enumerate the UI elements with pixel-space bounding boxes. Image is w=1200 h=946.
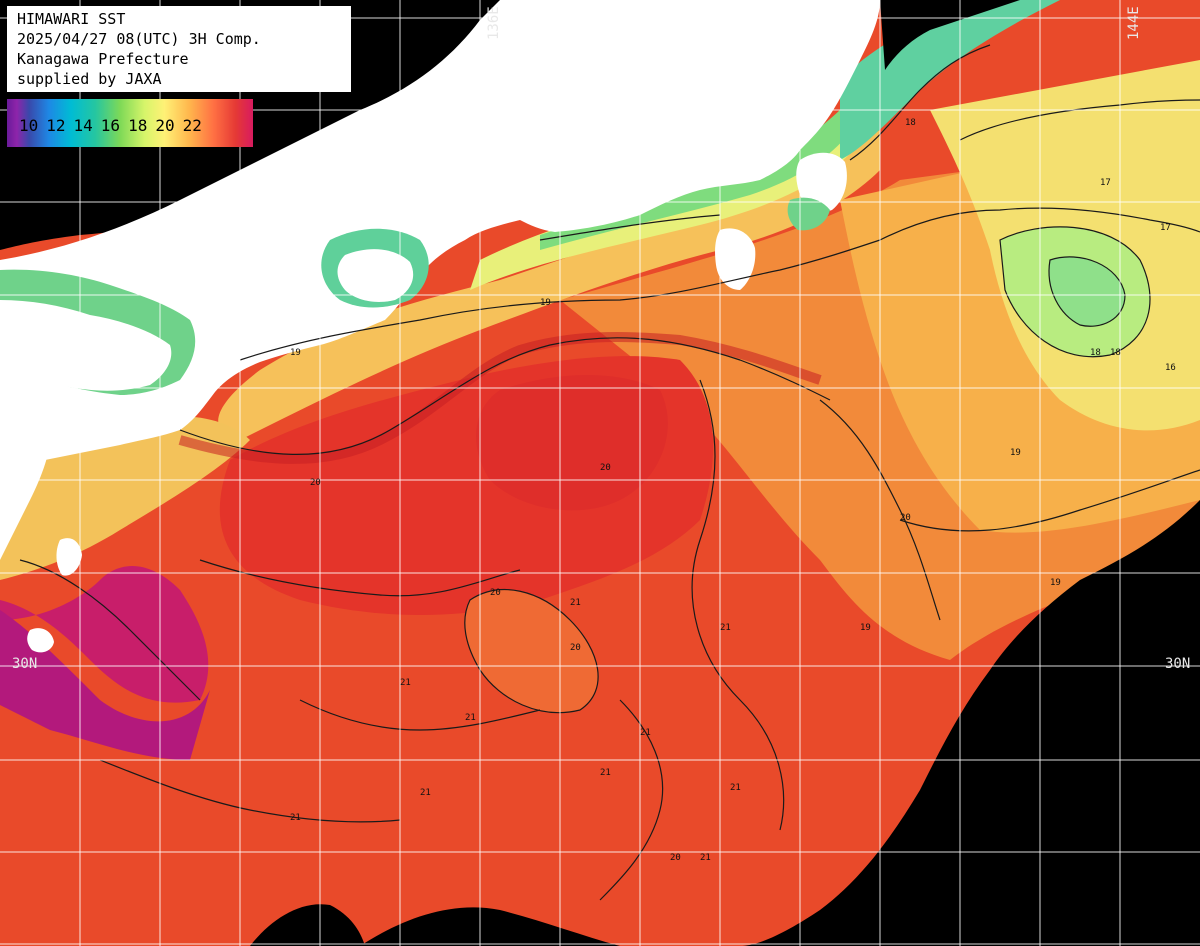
ocean-cool-eddy-core <box>1049 256 1125 327</box>
color-scale-labels: 10 12 14 16 18 20 22 <box>19 116 210 135</box>
contour-label: 21 <box>600 768 611 778</box>
contour-labels: 18 19 19 19 20 20 20 21 21 21 17 17 16 1… <box>290 118 1176 863</box>
contour-label: 19 <box>1050 578 1061 588</box>
region-name: Kanagawa Prefecture <box>17 50 189 68</box>
color-scale-legend <box>7 99 253 147</box>
contour-label: 17 <box>1100 178 1111 188</box>
land-honshu <box>0 0 880 462</box>
lon-label-136e: 136E <box>486 6 502 40</box>
contour-label: 18 <box>905 118 916 128</box>
legend-label: 18 <box>128 116 148 135</box>
contour-label: 21 <box>570 598 581 608</box>
contour-label: 16 <box>1165 363 1176 373</box>
legend-label: 20 <box>155 116 175 135</box>
ocean-west-purple <box>0 566 209 703</box>
ocean-west-magenta <box>0 610 210 760</box>
land-boso <box>796 152 847 212</box>
nodata-south-2 <box>250 904 365 946</box>
graticule-labels: 136E 144E 30N 30N <box>12 6 1190 672</box>
legend-label: 16 <box>100 116 121 135</box>
legend-label: 12 <box>46 116 66 135</box>
contour-label: 21 <box>400 678 411 688</box>
timestamp: 2025/04/27 08(UTC) 3H Comp. <box>17 30 261 48</box>
contour-label: 20 <box>670 853 681 863</box>
contour-label: 20 <box>900 513 911 523</box>
land-shikoku <box>0 300 172 391</box>
contour-label: 20 <box>310 478 321 488</box>
lat-label-30n-east: 30N <box>1165 656 1190 672</box>
contour-label: 19 <box>290 348 301 358</box>
ocean-red-core-2 <box>476 375 668 511</box>
data-source: supplied by JAXA <box>17 70 162 88</box>
ocean-north-coast-yellow <box>470 100 870 290</box>
contour-label: 18 <box>1110 348 1121 358</box>
info-box: HIMAWARI SST 2025/04/27 08(UTC) 3H Comp.… <box>7 6 351 92</box>
contour-label: 19 <box>860 623 871 633</box>
contour-label: 20 <box>600 463 611 473</box>
land-kyushu-islet <box>56 538 82 576</box>
contour-label: 19 <box>1010 448 1021 458</box>
contour-label: 18 <box>1090 348 1101 358</box>
legend-label: 22 <box>182 116 202 135</box>
contour-label: 20 <box>570 643 581 653</box>
coast-boso-green <box>787 197 830 231</box>
lat-label-30n-west: 30N <box>12 656 37 672</box>
contour-label: 20 <box>490 588 501 598</box>
land-kyushu <box>0 398 52 560</box>
lon-label-144e: 144E <box>1126 6 1142 40</box>
land-yakushima <box>27 628 54 653</box>
contour-label: 21 <box>420 788 431 798</box>
nodata-south <box>360 907 620 946</box>
kuroshio-path <box>178 332 822 464</box>
contour-label: 17 <box>1160 223 1171 233</box>
ocean-eddy-20 <box>464 589 599 713</box>
land-kii <box>337 249 414 302</box>
contours <box>19 44 1200 901</box>
contour-label: 21 <box>730 783 741 793</box>
product-title: HIMAWARI SST <box>17 10 126 28</box>
contour-label: 21 <box>700 853 711 863</box>
contour-label: 21 <box>720 623 731 633</box>
legend-label: 10 <box>19 116 39 135</box>
contour-label: 19 <box>540 298 551 308</box>
land-izu <box>715 228 756 290</box>
legend-label: 14 <box>73 116 93 135</box>
contour-label: 21 <box>465 713 476 723</box>
contour-label: 21 <box>640 728 651 738</box>
contour-label: 21 <box>290 813 301 823</box>
nodata-southeast <box>740 500 1200 946</box>
